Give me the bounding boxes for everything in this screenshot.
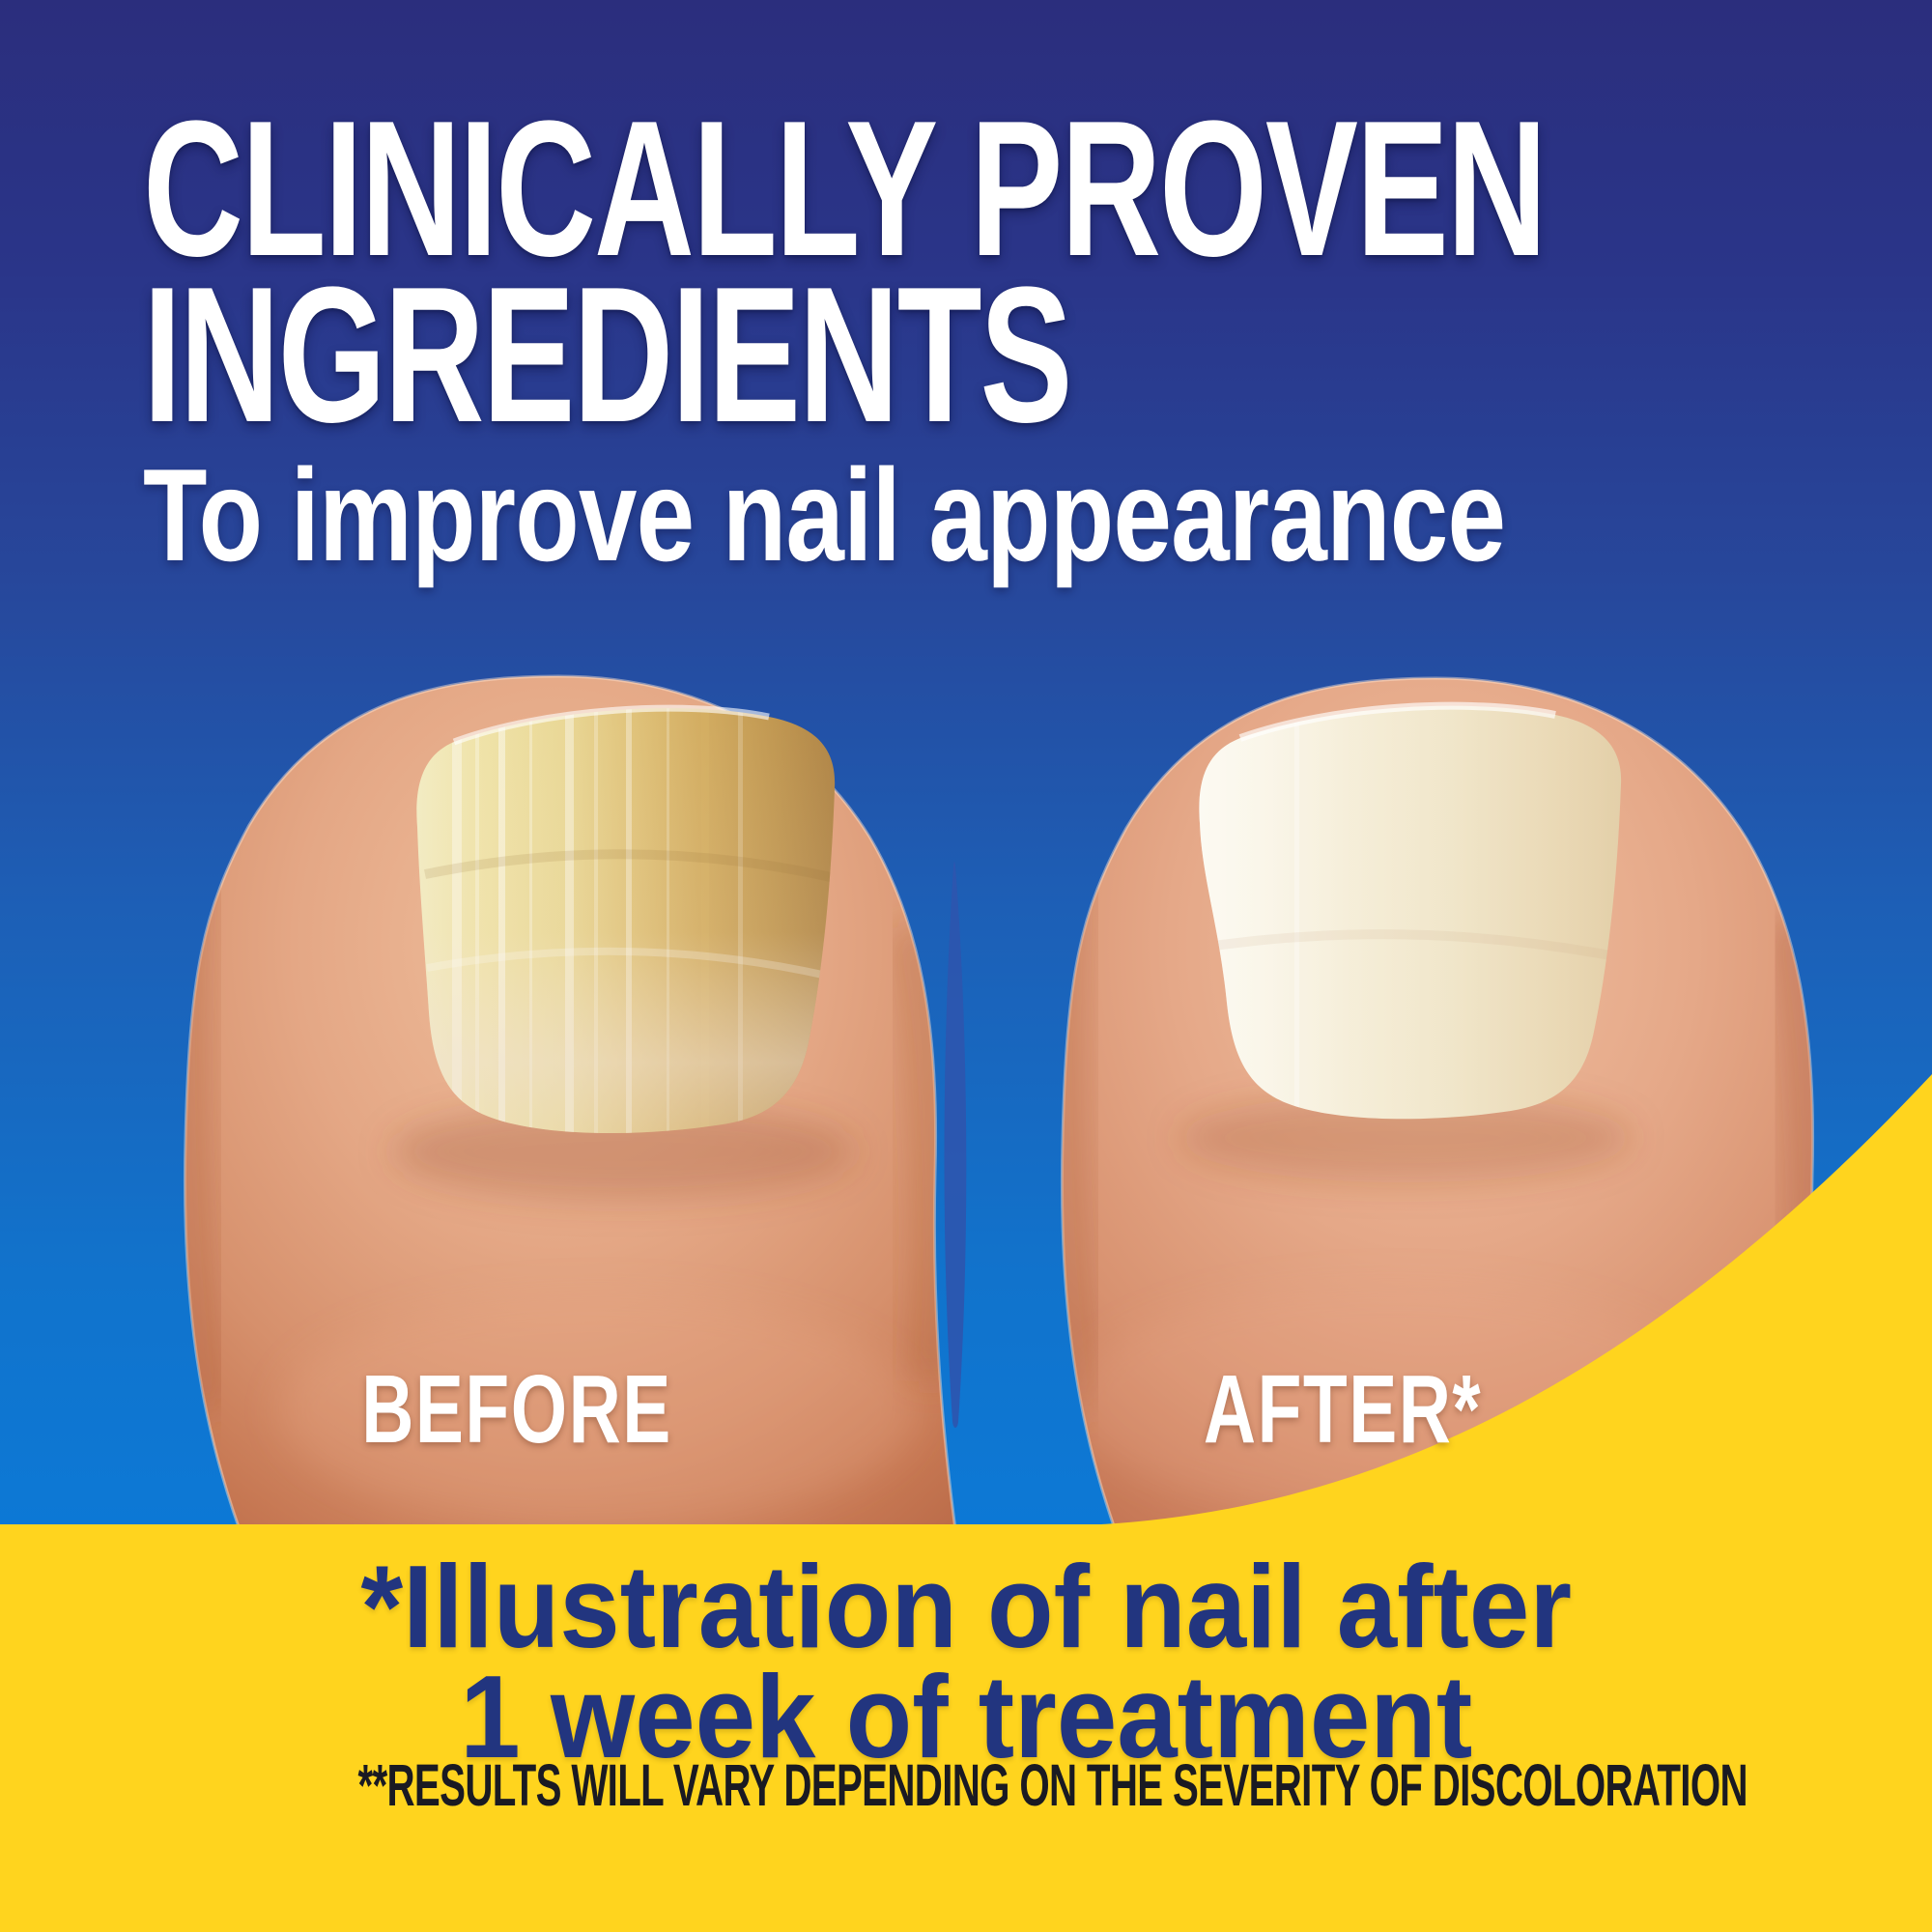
- title-line-2: INGREDIENTS: [143, 247, 1072, 463]
- after-label: AFTER*: [1203, 1355, 1483, 1463]
- before-label: BEFORE: [361, 1355, 672, 1463]
- subtitle: To improve nail appearance: [143, 441, 1506, 588]
- footnote-line-1: *Illustration of nail after: [360, 1541, 1572, 1672]
- after-nail: [1199, 701, 1622, 1120]
- page-title: CLINICALLY PROVEN INGREDIENTS: [143, 81, 1932, 463]
- before-toe-photo: [183, 674, 962, 1567]
- yellow-footer-shape: [0, 1074, 1932, 1932]
- title-line-1: CLINICALLY PROVEN: [143, 81, 1548, 297]
- footnote-line-2: 1 week of treatment: [460, 1651, 1472, 1782]
- divider-line: [944, 862, 967, 1428]
- disclaimer: **RESULTS WILL VARY DEPENDING ON THE SEV…: [357, 1752, 1747, 1818]
- footnote: *Illustration of nail after 1 week of tr…: [0, 1541, 1932, 1782]
- before-nail: [416, 704, 836, 1134]
